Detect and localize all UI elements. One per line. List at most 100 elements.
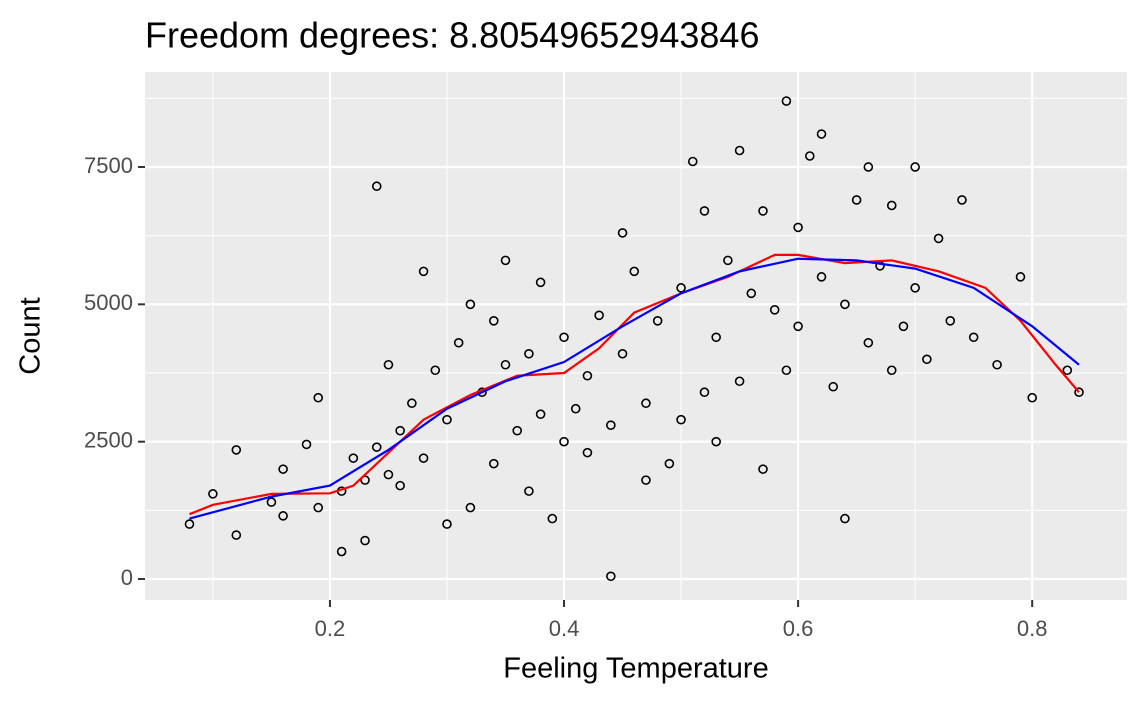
point <box>840 513 850 524</box>
point <box>453 337 464 348</box>
point <box>851 195 862 205</box>
point <box>582 370 593 381</box>
point <box>465 502 476 513</box>
point <box>184 519 195 529</box>
chart-title: Freedom degrees: 8.80549652943846 <box>145 15 759 56</box>
point <box>816 272 827 282</box>
point <box>699 206 710 216</box>
point <box>266 497 277 507</box>
point <box>840 299 850 310</box>
point <box>863 337 874 348</box>
point <box>828 381 839 392</box>
point <box>676 283 686 293</box>
point <box>793 321 803 332</box>
point <box>418 266 429 277</box>
point <box>699 387 710 398</box>
point <box>734 376 745 387</box>
point <box>313 502 324 513</box>
point <box>371 181 382 192</box>
x-tick-label: 0.8 <box>1017 616 1048 641</box>
x-axis-label: Feeling Temperature <box>503 653 768 685</box>
point <box>395 480 405 491</box>
point <box>711 436 721 447</box>
point <box>758 206 768 216</box>
point <box>816 129 827 139</box>
point <box>208 489 218 499</box>
point <box>606 571 616 582</box>
point <box>512 425 523 436</box>
point <box>945 316 956 326</box>
point <box>594 310 604 321</box>
point <box>758 464 768 474</box>
point <box>535 277 546 288</box>
point <box>910 162 920 172</box>
point <box>734 145 745 156</box>
point <box>1027 392 1037 403</box>
point <box>746 288 757 299</box>
point <box>723 255 733 266</box>
x-tick-label: 0.2 <box>315 616 346 641</box>
y-tick-label: 7500 <box>84 153 133 178</box>
y-tick-label: 0 <box>121 565 133 590</box>
point <box>886 365 897 376</box>
point <box>570 403 581 414</box>
point <box>793 222 803 233</box>
point <box>442 414 452 425</box>
point <box>360 535 370 546</box>
point <box>336 546 347 557</box>
point <box>617 228 628 238</box>
point <box>500 359 511 370</box>
point <box>863 162 874 172</box>
point <box>629 266 640 277</box>
point <box>781 96 792 106</box>
point <box>769 305 780 315</box>
point <box>395 425 405 436</box>
y-tick-label: 5000 <box>84 290 133 315</box>
point <box>547 513 558 524</box>
point <box>500 255 511 266</box>
point <box>641 475 651 485</box>
point <box>430 365 441 376</box>
point <box>348 453 359 463</box>
point <box>910 283 920 293</box>
point <box>992 359 1002 370</box>
point <box>301 439 312 450</box>
point <box>652 316 663 326</box>
y-axis-label: Count <box>15 297 47 374</box>
point <box>488 316 499 326</box>
point <box>886 200 897 211</box>
point <box>559 332 569 343</box>
panel <box>145 72 1127 600</box>
point <box>231 445 242 455</box>
point <box>933 233 944 244</box>
point <box>641 398 651 409</box>
point <box>313 392 324 403</box>
point <box>278 464 288 474</box>
point <box>407 398 417 409</box>
point <box>1074 387 1084 398</box>
point <box>617 348 628 359</box>
point <box>968 332 979 343</box>
point <box>488 458 499 469</box>
point <box>535 409 546 420</box>
point <box>559 436 569 447</box>
point <box>922 354 932 365</box>
point <box>957 195 967 205</box>
point <box>1062 365 1073 376</box>
point <box>805 151 815 161</box>
point <box>371 442 382 452</box>
line <box>189 253 1080 516</box>
point <box>676 414 686 425</box>
point <box>465 299 476 310</box>
point <box>711 332 721 343</box>
point <box>524 348 534 359</box>
point <box>898 321 909 332</box>
point <box>582 447 593 458</box>
point <box>418 453 429 463</box>
point <box>664 458 675 469</box>
point <box>278 511 288 521</box>
point <box>383 359 394 370</box>
point <box>442 519 452 529</box>
